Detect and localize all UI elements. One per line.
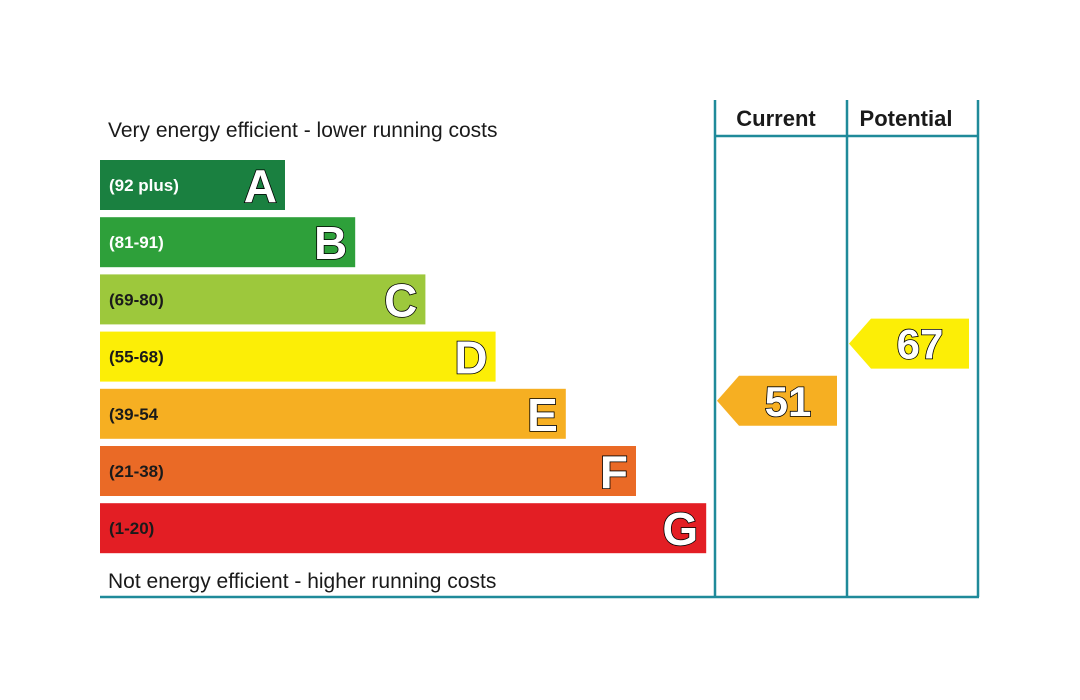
- bottom-caption: Not energy efficient - higher running co…: [108, 570, 496, 593]
- band-e-range: (39-54: [109, 405, 159, 424]
- rating-arrows: 51 67: [717, 318, 969, 426]
- band-d-bar: [100, 331, 496, 382]
- band-b-bar: [100, 217, 356, 268]
- current-rating-value: 51: [765, 378, 812, 425]
- band-f-bar: [100, 446, 636, 496]
- band-a-letter: A: [244, 160, 277, 212]
- band-a-range: (92 plus): [109, 176, 179, 195]
- band-d-range: (55-68): [109, 348, 164, 367]
- band-f-letter: F: [600, 446, 628, 498]
- band-b-letter: B: [314, 217, 347, 269]
- band-g-bar: [100, 503, 707, 554]
- potential-column-header: Potential: [860, 106, 953, 131]
- top-caption: Very energy efficient - lower running co…: [108, 119, 497, 142]
- potential-rating-arrow: [849, 318, 969, 369]
- current-column-header: Current: [736, 106, 816, 131]
- band-g-letter: G: [662, 503, 698, 555]
- band-f-range: (21-38): [109, 462, 164, 481]
- band-c-bar: [100, 274, 426, 325]
- band-e-letter: E: [527, 389, 558, 441]
- band-d-letter: D: [454, 332, 487, 384]
- band-g-range: (1-20): [109, 519, 154, 538]
- band-c-letter: C: [384, 274, 417, 326]
- current-rating-arrow: [717, 375, 837, 426]
- rating-bands: (92 plus) A (81-91) B (69-80) C (55-68) D (39-54…: [100, 159, 707, 556]
- potential-rating-value: 67: [897, 321, 944, 368]
- band-a-bar: [100, 160, 285, 210]
- band-e-bar: [100, 388, 566, 439]
- band-b-range: (81-91): [109, 233, 164, 252]
- band-c-range: (69-80): [109, 290, 164, 309]
